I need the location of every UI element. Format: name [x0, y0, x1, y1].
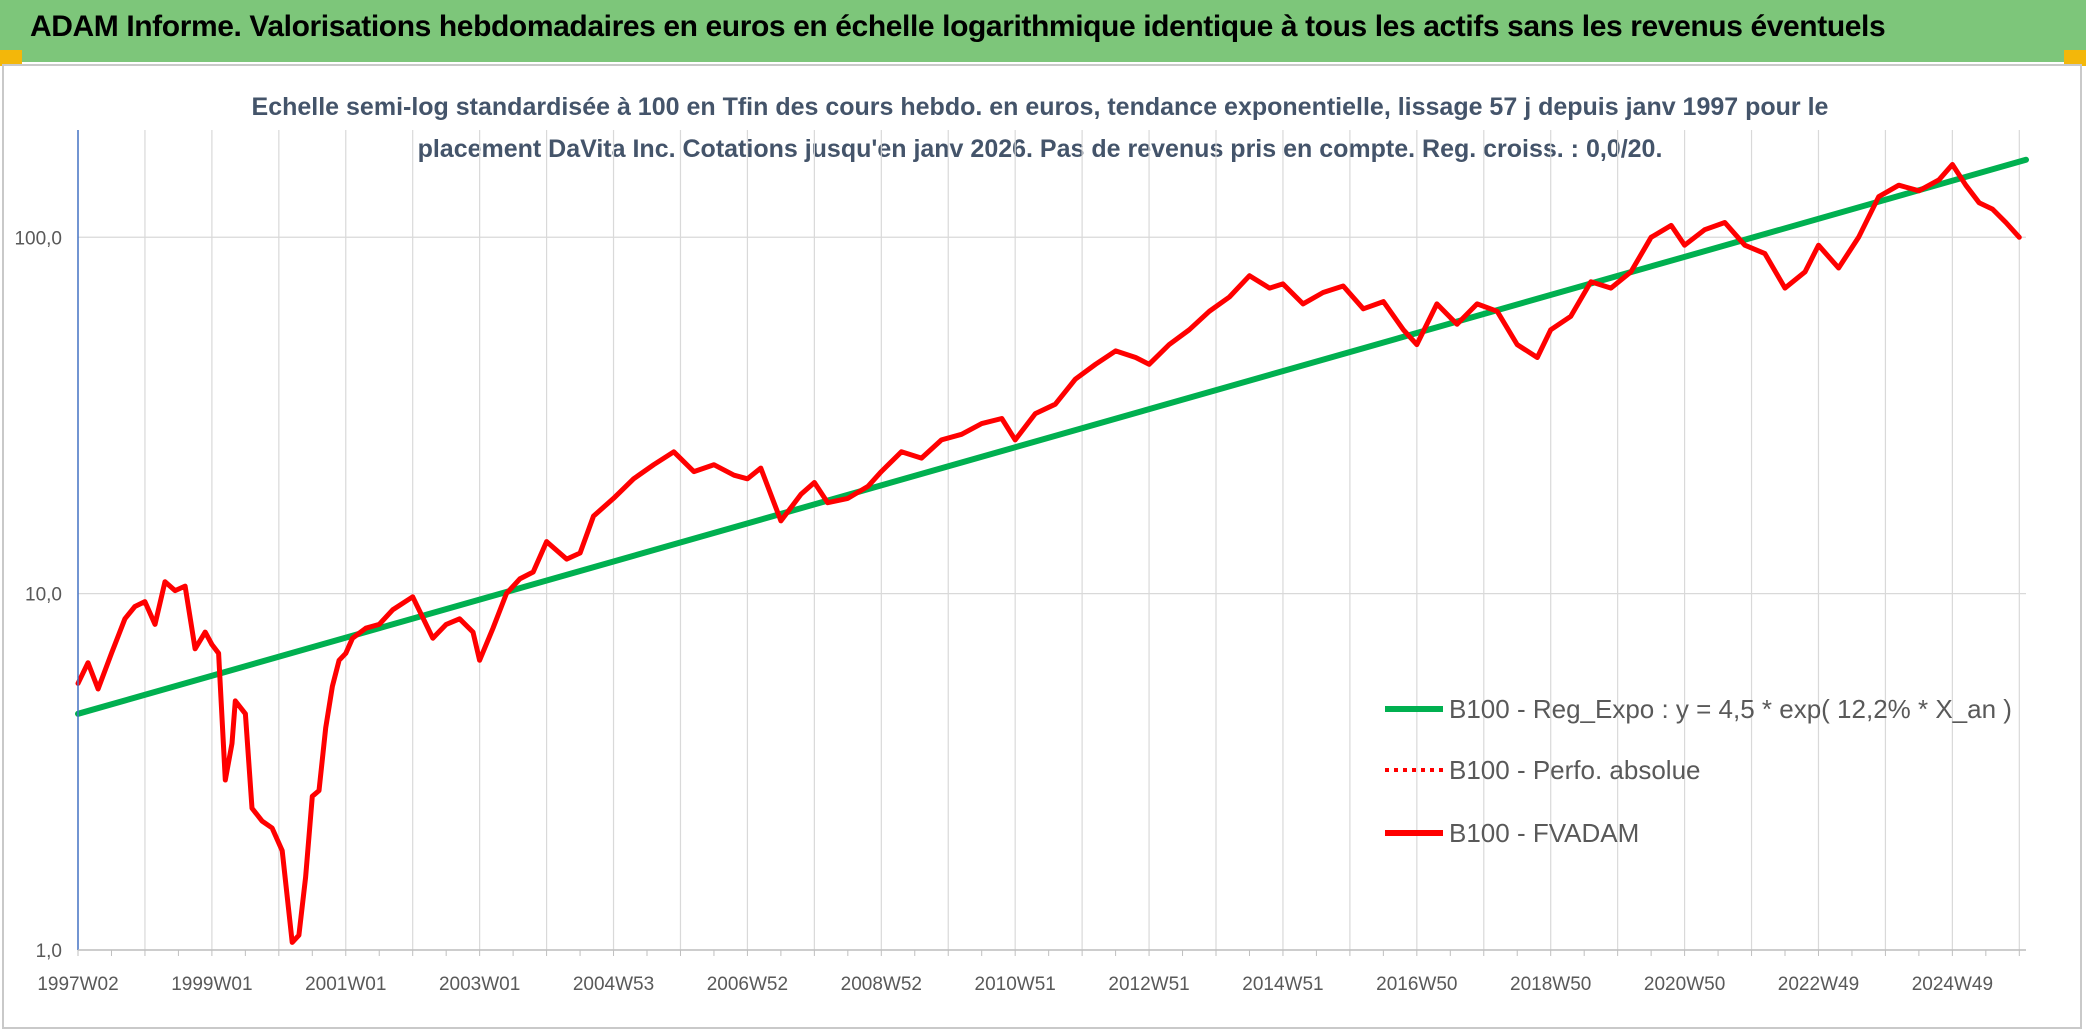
x-tick-label: 2024W49: [1912, 974, 1993, 995]
axes: 1,0 10,0 100,0 1997W02 1999W01 2001W01 2003W01…: [14, 130, 2026, 995]
chart-frame: [2, 64, 2082, 1029]
y-tick-label: 10,0: [25, 585, 62, 606]
x-tick-label: 2020W50: [1644, 974, 1725, 995]
grid: [78, 130, 2026, 951]
chart-subtitle-line-2: placement DaVita Inc. Cotations jusqu'en…: [418, 135, 1663, 163]
x-tick-label: 2010W51: [975, 974, 1056, 995]
x-tick-label: 2022W49: [1778, 974, 1859, 995]
x-tick-label: 2006W52: [707, 974, 788, 995]
fvadam-line: [75, 162, 2022, 945]
x-tick-label: 1997W02: [37, 974, 118, 995]
x-tick-label: 2014W51: [1242, 974, 1323, 995]
page-title: ADAM Informe. Valorisations hebdomadaire…: [30, 10, 1886, 43]
x-tick-label: 2003W01: [439, 974, 520, 995]
chart-subtitle-line-1: Echelle semi-log standardisée à 100 en T…: [252, 93, 1829, 121]
x-tick-label: 2018W50: [1510, 974, 1591, 995]
corner-marker-left: [0, 50, 22, 66]
x-tick-label: 2012W51: [1108, 974, 1189, 995]
x-tick-label: 2008W52: [841, 974, 922, 995]
x-tick-label: 1999W01: [171, 974, 252, 995]
legend: B100 - Reg_Expo : y = 4,5 * exp( 12,2% *…: [1385, 694, 2012, 848]
series: [75, 156, 2029, 945]
header-banner: ADAM Informe. Valorisations hebdomadaire…: [0, 0, 2086, 62]
x-tick-label: 2001W01: [305, 974, 386, 995]
trend-line: [75, 156, 2029, 717]
y-tick-label: 100,0: [14, 228, 62, 249]
corner-marker-right: [2064, 50, 2086, 66]
x-tick-label: 2004W53: [573, 974, 654, 995]
legend-label-perf: B100 - Perfo. absolue: [1449, 755, 1701, 785]
legend-label-trend: B100 - Reg_Expo : y = 4,5 * exp( 12,2% *…: [1449, 694, 2012, 724]
x-tick-label: 2016W50: [1376, 974, 1457, 995]
y-tick-label: 1,0: [36, 941, 62, 962]
legend-label-fvadam: B100 - FVADAM: [1449, 818, 1639, 848]
